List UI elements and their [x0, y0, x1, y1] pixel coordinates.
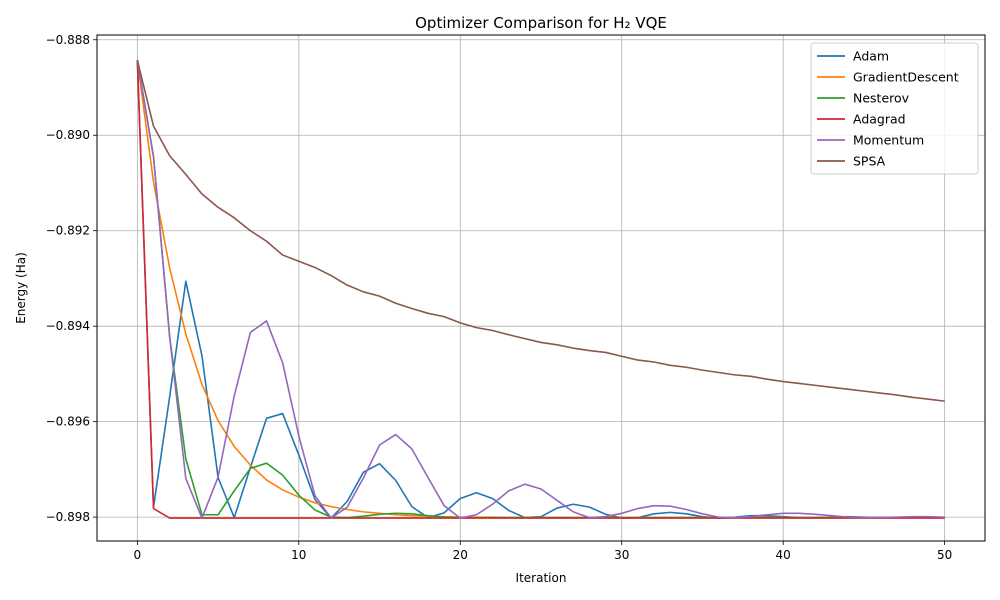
x-tick-label: 40: [776, 548, 791, 562]
x-tick-label: 20: [453, 548, 468, 562]
y-tick-label: −0.896: [46, 415, 90, 429]
series-line-adagrad: [136, 60, 945, 519]
y-tick-label: −0.898: [46, 510, 90, 524]
y-tick-label: −0.888: [46, 33, 90, 47]
legend: Adam GradientDescent Nesterov Adagrad Moment…: [810, 42, 979, 175]
y-tick-label: −0.890: [46, 128, 90, 142]
legend-label-nesterov: Nesterov: [853, 91, 910, 106]
y-tick-label: −0.892: [46, 224, 90, 238]
x-tick-label: 10: [291, 548, 306, 562]
series-line-momentum: [136, 60, 945, 519]
legend-box: [810, 42, 979, 175]
chart-title: Optimizer Comparison for H₂ VQE: [415, 14, 667, 32]
x-tick-label: 0: [134, 548, 142, 562]
legend-label-momentum: Momentum: [853, 133, 924, 148]
legend-label-gradientdescent: GradientDescent: [853, 70, 959, 85]
x-tick-label: 30: [614, 548, 629, 562]
legend-label-adam: Adam: [853, 49, 889, 64]
legend-label-adagrad: Adagrad: [853, 112, 906, 127]
plot-frame: [96, 34, 986, 542]
series-line-spsa: [136, 60, 945, 402]
x-axis-title: Iteration: [516, 571, 567, 585]
y-axis-title: Energy (Ha): [14, 252, 28, 324]
series-lines: [136, 60, 945, 519]
y-tick-label: −0.894: [46, 319, 90, 333]
x-tick-label: 50: [937, 548, 952, 562]
legend-label-spsa: SPSA: [853, 154, 886, 169]
axis-ticks: 0 10 20 30 40 50 −0.898 −0.896 −0.894 −0.892 −0.89…: [46, 33, 953, 562]
